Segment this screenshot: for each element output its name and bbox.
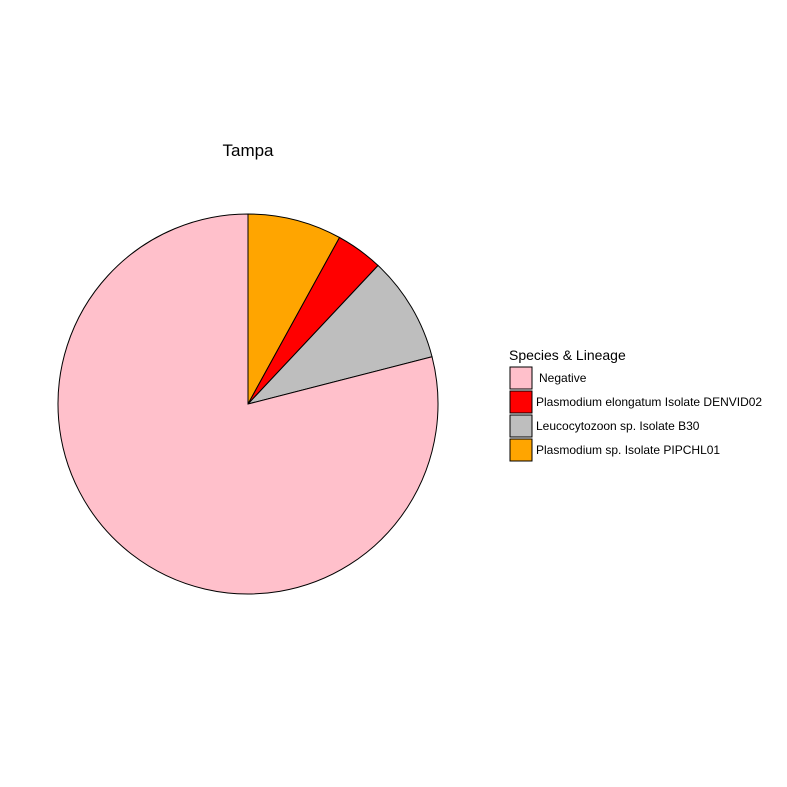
pie-slice-plasmodium-sp-isolate-pipchl01 — [247, 213, 341, 405]
pie-slice-negative — [57, 213, 439, 595]
legend-swatch — [509, 366, 533, 390]
legend-label: Plasmodium elongatum Isolate DENVID02 — [536, 395, 762, 409]
pie-slice-leucocytozoon-sp-isolate-b30 — [246, 264, 433, 405]
legend-label: Negative — [539, 371, 587, 385]
legend-swatch — [509, 438, 533, 462]
legend-swatch — [509, 414, 533, 438]
legend-label: Leucocytozoon sp. Isolate B30 — [536, 419, 700, 433]
chart-title: Tampa — [222, 141, 274, 160]
legend-label: Plasmodium sp. Isolate PIPCHL01 — [536, 443, 720, 457]
legend: Negative Plasmodium elongatum Isolate DEN… — [509, 366, 762, 462]
pie-slices — [57, 213, 439, 595]
legend-swatch — [509, 390, 533, 414]
legend-title: Species & Lineage — [509, 347, 626, 363]
